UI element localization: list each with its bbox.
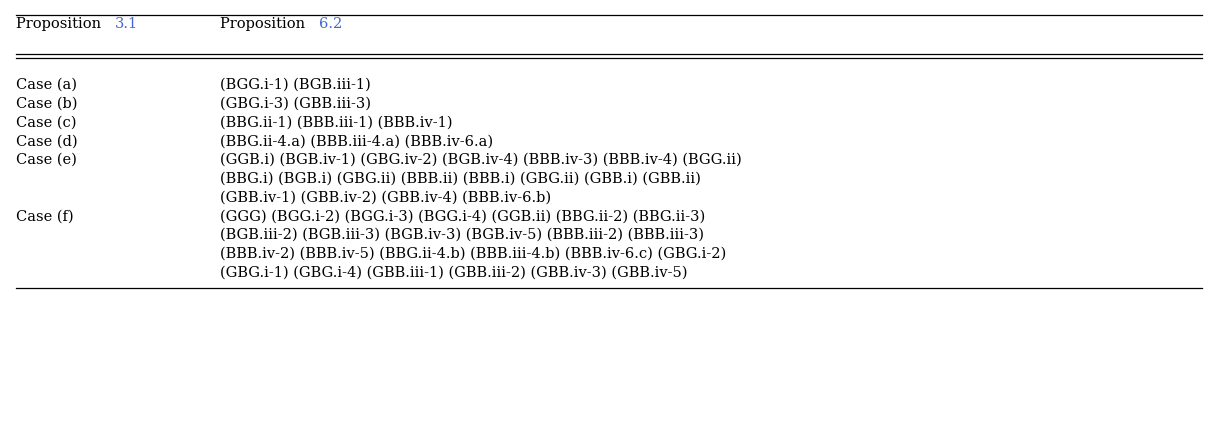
Text: 6.2: 6.2 xyxy=(319,17,342,31)
Text: (GGB.i) (BGB.iv-1) (GBG.iv-2) (BGB.iv-4) (BBB.iv-3) (BBB.iv-4) (BGG.ii): (GGB.i) (BGB.iv-1) (GBG.iv-2) (BGB.iv-4)… xyxy=(220,153,742,167)
Text: Proposition: Proposition xyxy=(220,17,310,31)
Text: (GGG) (BGG.i-2) (BGG.i-3) (BGG.i-4) (GGB.ii) (BBG.ii-2) (BBG.ii-3): (GGG) (BGG.i-2) (BGG.i-3) (BGG.i-4) (GGB… xyxy=(220,209,705,223)
Text: (BBB.iv-2) (BBB.iv-5) (BBG.ii-4.b) (BBB.iii-4.b) (BBB.iv-6.c) (GBG.i-2): (BBB.iv-2) (BBB.iv-5) (BBG.ii-4.b) (BBB.… xyxy=(220,247,726,261)
Text: (BBG.ii-1) (BBB.iii-1) (BBB.iv-1): (BBG.ii-1) (BBB.iii-1) (BBB.iv-1) xyxy=(220,115,453,129)
Text: Case (a): Case (a) xyxy=(16,78,76,92)
Text: (BBG.i) (BGB.i) (GBG.ii) (BBB.ii) (BBB.i) (GBG.ii) (GBB.i) (GBB.ii): (BBG.i) (BGB.i) (GBG.ii) (BBB.ii) (BBB.i… xyxy=(220,172,701,186)
Text: Case (b): Case (b) xyxy=(16,97,77,111)
Text: Case (f): Case (f) xyxy=(16,209,74,223)
Text: (BGB.iii-2) (BGB.iii-3) (BGB.iv-3) (BGB.iv-5) (BBB.iii-2) (BBB.iii-3): (BGB.iii-2) (BGB.iii-3) (BGB.iv-3) (BGB.… xyxy=(220,228,704,242)
Text: Proposition: Proposition xyxy=(16,17,105,31)
Text: Case (e): Case (e) xyxy=(16,153,76,167)
Text: (BGG.i-1) (BGB.iii-1): (BGG.i-1) (BGB.iii-1) xyxy=(220,78,371,92)
Text: (GBG.i-1) (GBG.i-4) (GBB.iii-1) (GBB.iii-2) (GBB.iv-3) (GBB.iv-5): (GBG.i-1) (GBG.i-4) (GBB.iii-1) (GBB.iii… xyxy=(220,265,687,279)
Text: (GBB.iv-1) (GBB.iv-2) (GBB.iv-4) (BBB.iv-6.b): (GBB.iv-1) (GBB.iv-2) (GBB.iv-4) (BBB.iv… xyxy=(220,190,552,204)
Text: 3.1: 3.1 xyxy=(115,17,138,31)
Text: Case (d): Case (d) xyxy=(16,134,77,148)
Text: (GBG.i-3) (GBB.iii-3): (GBG.i-3) (GBB.iii-3) xyxy=(220,97,371,111)
Text: Case (c): Case (c) xyxy=(16,115,76,129)
Text: (BBG.ii-4.a) (BBB.iii-4.a) (BBB.iv-6.a): (BBG.ii-4.a) (BBB.iii-4.a) (BBB.iv-6.a) xyxy=(220,134,494,148)
